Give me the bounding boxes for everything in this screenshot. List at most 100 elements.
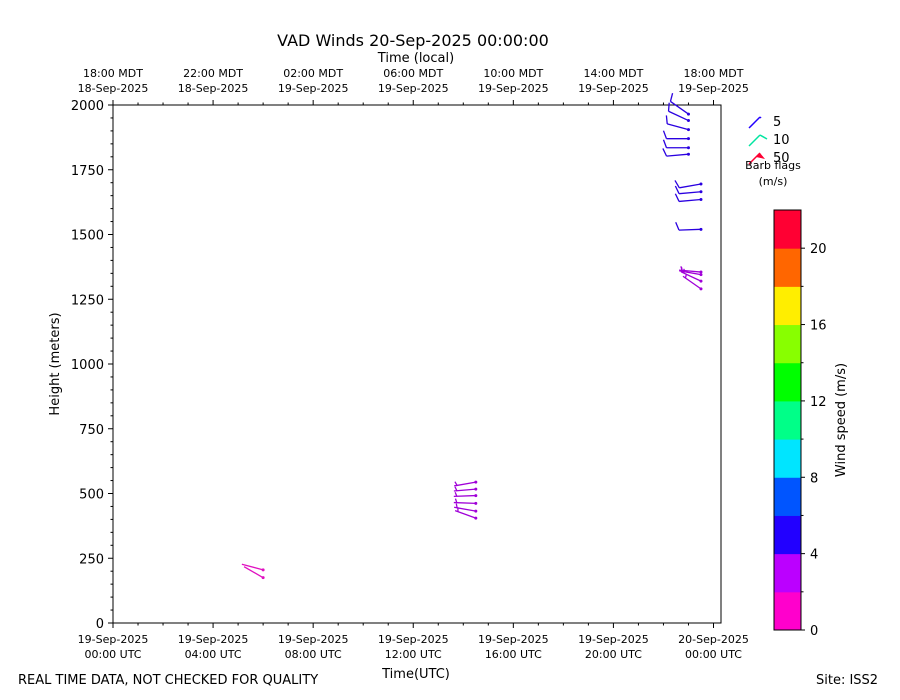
y-axis-label: Height (meters) bbox=[48, 312, 63, 415]
legend-entry-label: 50 bbox=[773, 151, 790, 166]
wind-barb bbox=[674, 193, 703, 203]
top-tick-label-time: 10:00 MDT bbox=[483, 67, 543, 80]
barb-flag-full bbox=[674, 185, 680, 194]
legend-barb-full bbox=[759, 134, 768, 140]
legend-title: Barb flags bbox=[745, 159, 801, 172]
barb-flag-full bbox=[674, 193, 680, 202]
x-tick-label-time: 16:00 UTC bbox=[485, 648, 542, 661]
x-tick-label-time: 20:00 UTC bbox=[585, 648, 642, 661]
colorbar-segment bbox=[774, 362, 801, 402]
barb-flag-full bbox=[662, 139, 668, 148]
wind-barb bbox=[682, 273, 703, 291]
barb-shaft bbox=[666, 153, 689, 157]
wind-barb bbox=[453, 486, 478, 492]
wind-barb bbox=[674, 185, 703, 195]
barb-flag-half bbox=[454, 481, 458, 486]
wind-barb bbox=[454, 503, 478, 513]
top-tick-label-time: 14:00 MDT bbox=[583, 67, 643, 80]
wind-barb bbox=[667, 102, 690, 123]
x-tick-label-time: 00:00 UTC bbox=[84, 648, 141, 661]
colorbar-segment bbox=[774, 439, 801, 478]
barb-shaft bbox=[453, 501, 476, 504]
x-tick-label-date: 19-Sep-2025 bbox=[578, 633, 649, 646]
barb-flag-full bbox=[667, 102, 670, 112]
colorbar-segment bbox=[774, 400, 801, 440]
y-tick-label: 0 bbox=[96, 617, 104, 632]
y-tick-label: 2000 bbox=[71, 99, 104, 114]
wind-barb bbox=[669, 93, 690, 116]
legend-barb-shaft bbox=[748, 134, 761, 147]
colorbar-tick-label: 4 bbox=[810, 548, 818, 563]
x-tick-label-date: 19-Sep-2025 bbox=[78, 633, 149, 646]
top-tick-label-date: 18-Sep-2025 bbox=[178, 82, 249, 95]
barb-flag-half bbox=[454, 498, 458, 503]
colorbar-segment bbox=[774, 477, 801, 516]
chart-title: VAD Winds 20-Sep-2025 00:00:00 bbox=[277, 31, 549, 50]
barb-shaft bbox=[243, 566, 264, 579]
wind-barb bbox=[453, 492, 478, 498]
colorbar-segment bbox=[774, 553, 801, 593]
top-tick-label-date: 18-Sep-2025 bbox=[78, 82, 149, 95]
y-tick-label: 1000 bbox=[71, 358, 104, 373]
legend-barb-5: 5 bbox=[748, 115, 781, 130]
top-tick-label-time: 18:00 MDT bbox=[684, 67, 744, 80]
barb-shaft bbox=[679, 198, 702, 203]
barb-flag-full bbox=[674, 180, 680, 189]
colorbar-frame bbox=[773, 209, 802, 631]
x-tick-label-time: 04:00 UTC bbox=[185, 648, 242, 661]
plot-frame bbox=[112, 104, 722, 624]
barb-shaft bbox=[679, 191, 702, 195]
colorbar-tick-label: 0 bbox=[810, 624, 818, 639]
barb-shaft bbox=[678, 228, 702, 231]
wind-barb bbox=[662, 139, 690, 150]
barb-flag-full bbox=[665, 115, 668, 124]
x-tick-label-date: 20-Sep-2025 bbox=[678, 633, 749, 646]
barb-flag-full bbox=[669, 93, 674, 102]
wind-barb bbox=[662, 148, 690, 157]
legend-barb-half bbox=[759, 116, 762, 119]
colorbar-segment bbox=[774, 324, 801, 364]
wind-barb bbox=[679, 266, 703, 274]
x-tick-label-date: 19-Sep-2025 bbox=[278, 633, 349, 646]
barb-shaft bbox=[454, 481, 476, 487]
axes-layer: 0 250 500 750 1000 1250 1500 1750 2000 19-Sep-202… bbox=[71, 67, 749, 661]
barb-flag-half bbox=[454, 486, 458, 492]
barb-shaft bbox=[679, 270, 702, 276]
legend-units: (m/s) bbox=[759, 175, 788, 188]
colorbar: 0 4 8 12 16 20 Wind speed (m/s) bbox=[773, 209, 849, 639]
barb-shaft bbox=[680, 271, 702, 282]
colorbar-tick-label: 12 bbox=[810, 395, 827, 410]
x-tick-label-date: 19-Sep-2025 bbox=[478, 633, 549, 646]
colorbar-segment bbox=[774, 286, 801, 326]
y-tick-label: 1750 bbox=[71, 164, 104, 179]
top-tick-label-date: 19-Sep-2025 bbox=[378, 82, 449, 95]
barb-shaft bbox=[453, 488, 476, 492]
legend-flag-50: 50 bbox=[748, 151, 790, 166]
barb-flag-full bbox=[662, 148, 668, 157]
legend-barb-shaft bbox=[748, 116, 761, 129]
top-tick-label-time: 22:00 MDT bbox=[183, 67, 243, 80]
x-tick-label-date: 19-Sep-2025 bbox=[378, 633, 449, 646]
wind-barb bbox=[241, 563, 265, 572]
site-label: Site: ISS2 bbox=[816, 673, 879, 688]
top-axis-title: Time (local) bbox=[377, 51, 454, 66]
y-tick-label: 750 bbox=[79, 423, 104, 438]
legend-entry-label: 10 bbox=[773, 133, 790, 148]
barb-shaft bbox=[454, 509, 477, 519]
y-tick-label: 500 bbox=[79, 488, 104, 503]
colorbar-segment bbox=[774, 591, 801, 631]
y-tick-label: 1250 bbox=[71, 293, 104, 308]
top-tick-label-time: 18:00 MDT bbox=[83, 67, 143, 80]
top-tick-label-date: 19-Sep-2025 bbox=[278, 82, 349, 95]
barb-flag-full bbox=[675, 221, 680, 231]
barb-shaft bbox=[454, 506, 476, 512]
barb-shaft bbox=[679, 183, 702, 189]
wind-barb bbox=[665, 115, 690, 132]
colorbar-segment bbox=[774, 210, 801, 249]
x-tick-label-time: 08:00 UTC bbox=[285, 648, 342, 661]
colorbar-label: Wind speed (m/s) bbox=[834, 363, 849, 477]
barb-layer bbox=[241, 93, 703, 580]
barb-flag-half bbox=[680, 266, 683, 271]
